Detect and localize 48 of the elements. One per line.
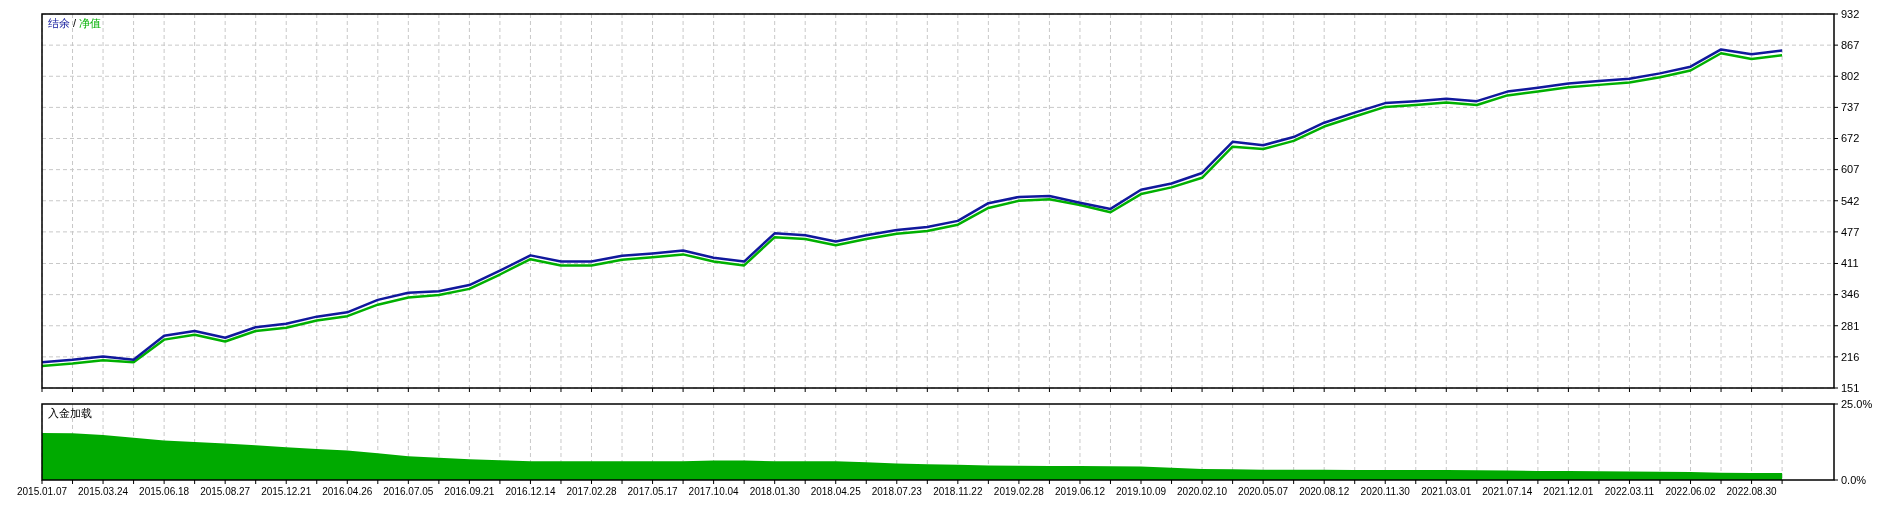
y-tick-label: 672 [1841, 132, 1860, 145]
x-tick-label: 2018.11.22 [933, 486, 983, 497]
x-tick-label: 2017.05.17 [627, 486, 679, 497]
x-tick-label: 2022.08.30 [1726, 486, 1778, 497]
y-tick-label: 542 [1841, 194, 1860, 207]
x-tick-label: 2016.09.21 [444, 486, 495, 497]
x-tick-label: 2021.12.01 [1543, 486, 1594, 497]
x-tick-label: 2015.06.18 [139, 486, 190, 497]
x-tick-label: 2022.03.11 [1604, 486, 1655, 497]
x-tick-label: 2021.03.01 [1421, 486, 1472, 497]
y-tick-label: 0.0% [1841, 473, 1867, 486]
x-tick-label: 2016.07.05 [383, 486, 434, 497]
y-tick-label: 281 [1841, 319, 1860, 332]
y-tick-label: 477 [1841, 225, 1860, 238]
y-tick-label: 151 [1841, 381, 1860, 394]
x-tick-label: 2020.08.12 [1299, 486, 1350, 497]
x-tick-label: 2020.11.30 [1360, 486, 1411, 497]
text: 结余 [48, 17, 70, 29]
annotation: / [70, 17, 80, 29]
x-tick-label: 2018.01.30 [749, 486, 801, 497]
y-tick-label: 867 [1841, 38, 1860, 51]
x-tick-label: 2018.07.23 [871, 486, 923, 497]
x-tick-label: 2018.04.25 [810, 486, 862, 497]
y-tick-label: 802 [1841, 70, 1860, 83]
x-tick-label: 2022.06.02 [1665, 486, 1716, 497]
y-tick-label: 411 [1841, 257, 1859, 270]
x-tick-label: 2019.10.09 [1115, 486, 1167, 497]
x-tick-label: 2015.03.24 [78, 486, 129, 497]
x-tick-label: 2017.10.04 [688, 486, 740, 497]
x-tick-label: 2015.01.07 [16, 486, 68, 497]
chart-title: 入金加载 [48, 407, 92, 419]
x-tick-label: 2015.12.21 [261, 486, 312, 497]
x-tick-label: 2020.05.07 [1238, 486, 1289, 497]
x-tick-label: 2016.04.26 [322, 486, 373, 497]
y-tick-label: 346 [1841, 288, 1860, 301]
text: 净值 [79, 17, 102, 29]
x-tick-label: 2016.12.14 [505, 486, 556, 497]
x-tick-label: 2017.02.28 [566, 486, 617, 497]
y-tick-label: 932 [1841, 7, 1860, 20]
y-tick-label: 25.0% [1841, 397, 1873, 410]
y-tick-label: 737 [1841, 101, 1860, 114]
y-tick-label: 216 [1841, 350, 1860, 363]
x-tick-label: 2020.02.10 [1177, 486, 1228, 497]
y-tick-label: 607 [1841, 163, 1860, 176]
x-tick-label: 2015.08.27 [200, 486, 251, 497]
x-tick-label: 2019.02.28 [993, 486, 1045, 497]
x-tick-label: 2019.06.12 [1054, 486, 1106, 497]
x-tick-label: 2021.07.14 [1482, 486, 1533, 497]
